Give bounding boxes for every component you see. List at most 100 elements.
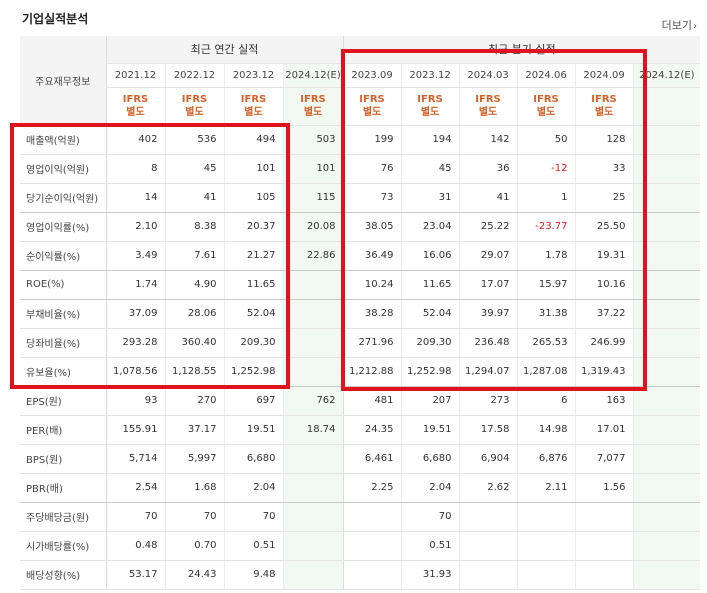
value-cell: 17.01 (574, 415, 634, 445)
value-cell: 45 (400, 154, 460, 184)
value-cell: 11.65 (223, 270, 283, 300)
value-cell: 101 (223, 154, 283, 184)
value-cell: 8.38 (164, 212, 224, 242)
value-cell: 37.09 (105, 299, 165, 329)
ifrs-label: IFRS (359, 94, 385, 105)
period-header: 2024.09 (574, 63, 634, 88)
value-cell: 19.31 (574, 241, 634, 271)
value-cell: 402 (105, 125, 165, 155)
value-cell (282, 328, 344, 358)
value-cell (458, 502, 518, 532)
value-cell (632, 357, 701, 387)
value-cell: 53.17 (105, 560, 165, 590)
separate-label: 별도 (478, 107, 498, 118)
value-cell: 41 (458, 183, 518, 213)
value-cell (574, 502, 634, 532)
value-cell (516, 502, 576, 532)
table-row: 당좌비율(%) 293.28 360.40 209.30 271.96 209.30 236… (20, 328, 701, 358)
value-cell (632, 183, 701, 213)
value-cell: 15.97 (516, 270, 576, 300)
value-cell: 1,252.98 (400, 357, 460, 387)
value-cell: 10.16 (574, 270, 634, 300)
table-row: 영업이익률(%) 2.10 8.38 20.37 20.08 38.05 23.04 25.2… (20, 212, 701, 242)
value-cell: 481 (342, 386, 402, 416)
value-cell: 246.99 (574, 328, 634, 358)
value-cell: 38.05 (342, 212, 402, 242)
row-label: 영업이익률(%) (20, 212, 106, 242)
value-cell: 37.22 (574, 299, 634, 329)
financial-table: 주요재무정보 최근 연간 실적 최근 분기 실적 2021.12 2022.12 2… (20, 36, 701, 590)
value-cell (632, 270, 701, 300)
section-title: 기업실적분석 (22, 12, 89, 26)
value-cell: 2.04 (400, 473, 460, 503)
ifrs-label: IFRS (300, 94, 326, 105)
value-cell: 265.53 (516, 328, 576, 358)
value-cell: 1.78 (516, 241, 576, 271)
value-cell: 494 (223, 125, 283, 155)
value-cell: 2.04 (223, 473, 283, 503)
value-cell (632, 531, 701, 561)
value-cell: 24.35 (342, 415, 402, 445)
value-cell: 70 (223, 502, 283, 532)
value-cell: 1,128.55 (164, 357, 224, 387)
ifrs-header: IFRS 별도 (105, 87, 165, 126)
value-cell: 25 (574, 183, 634, 213)
value-cell: 2.54 (105, 473, 165, 503)
value-cell (282, 270, 344, 300)
value-cell: 36.49 (342, 241, 402, 271)
value-cell: 24.43 (164, 560, 224, 590)
value-cell: 1 (516, 183, 576, 213)
value-cell: 7.61 (164, 241, 224, 271)
value-cell: 209.30 (400, 328, 460, 358)
ifrs-label: IFRS (240, 94, 267, 105)
value-cell: 270 (164, 386, 224, 416)
value-cell: 19.51 (223, 415, 283, 445)
value-cell: 0.70 (164, 531, 224, 561)
table-row: 당기순이익(억원) 14 41 105 115 73 31 41 1 25 (20, 183, 701, 213)
value-cell (516, 531, 576, 561)
period-header: 2021.12 (105, 63, 165, 88)
row-label: EPS(원) (20, 386, 106, 416)
value-cell: 5,997 (164, 444, 224, 474)
period-header: 2023.09 (342, 63, 402, 88)
ifrs-header: IFRS 별도 (574, 87, 634, 126)
value-cell (342, 560, 402, 590)
value-cell: 0.51 (400, 531, 460, 561)
value-cell: 7,077 (574, 444, 634, 474)
value-cell (282, 560, 344, 590)
period-header: 2024.06 (516, 63, 576, 88)
row-label: 주당배당금(원) (20, 502, 106, 532)
value-cell: 5,714 (105, 444, 165, 474)
value-cell: 1,287.08 (516, 357, 576, 387)
value-cell: 115 (282, 183, 344, 213)
table-row: 영업이익(억원) 8 45 101 101 76 45 36 -12 33 (20, 154, 701, 184)
ifrs-header: IFRS 별도 (223, 87, 283, 126)
chevron-right-icon: › (693, 21, 697, 32)
value-cell: 21.27 (223, 241, 283, 271)
table-row: 유보율(%) 1,078.56 1,128.55 1,252.98 1,212.88 1,… (20, 357, 701, 387)
ifrs-header: IFRS 별도 (458, 87, 518, 126)
value-cell: 23.04 (400, 212, 460, 242)
value-cell: 1,078.56 (105, 357, 165, 387)
value-cell: 1,252.98 (223, 357, 283, 387)
table-row: 매출액(억원) 402 536 494 503 199 194 142 50 128 (20, 125, 701, 155)
value-cell (632, 125, 701, 155)
row-label: 당좌비율(%) (20, 328, 106, 358)
value-cell (632, 560, 701, 590)
value-cell: 762 (282, 386, 344, 416)
value-cell (342, 531, 402, 561)
value-cell (632, 154, 701, 184)
value-cell: 9.48 (223, 560, 283, 590)
separate-label: 별도 (126, 107, 145, 118)
value-cell: 236.48 (458, 328, 518, 358)
value-cell: 163 (574, 386, 634, 416)
value-cell: 19.51 (400, 415, 460, 445)
value-cell: 11.65 (400, 270, 460, 300)
value-cell: 207 (400, 386, 460, 416)
row-label: PER(배) (20, 415, 106, 445)
value-cell: 1,294.07 (458, 357, 518, 387)
period-header: 2024.12(E) (632, 63, 701, 88)
value-cell (632, 502, 701, 532)
more-link[interactable]: 더보기› (662, 17, 697, 33)
value-cell: 52.04 (400, 299, 460, 329)
